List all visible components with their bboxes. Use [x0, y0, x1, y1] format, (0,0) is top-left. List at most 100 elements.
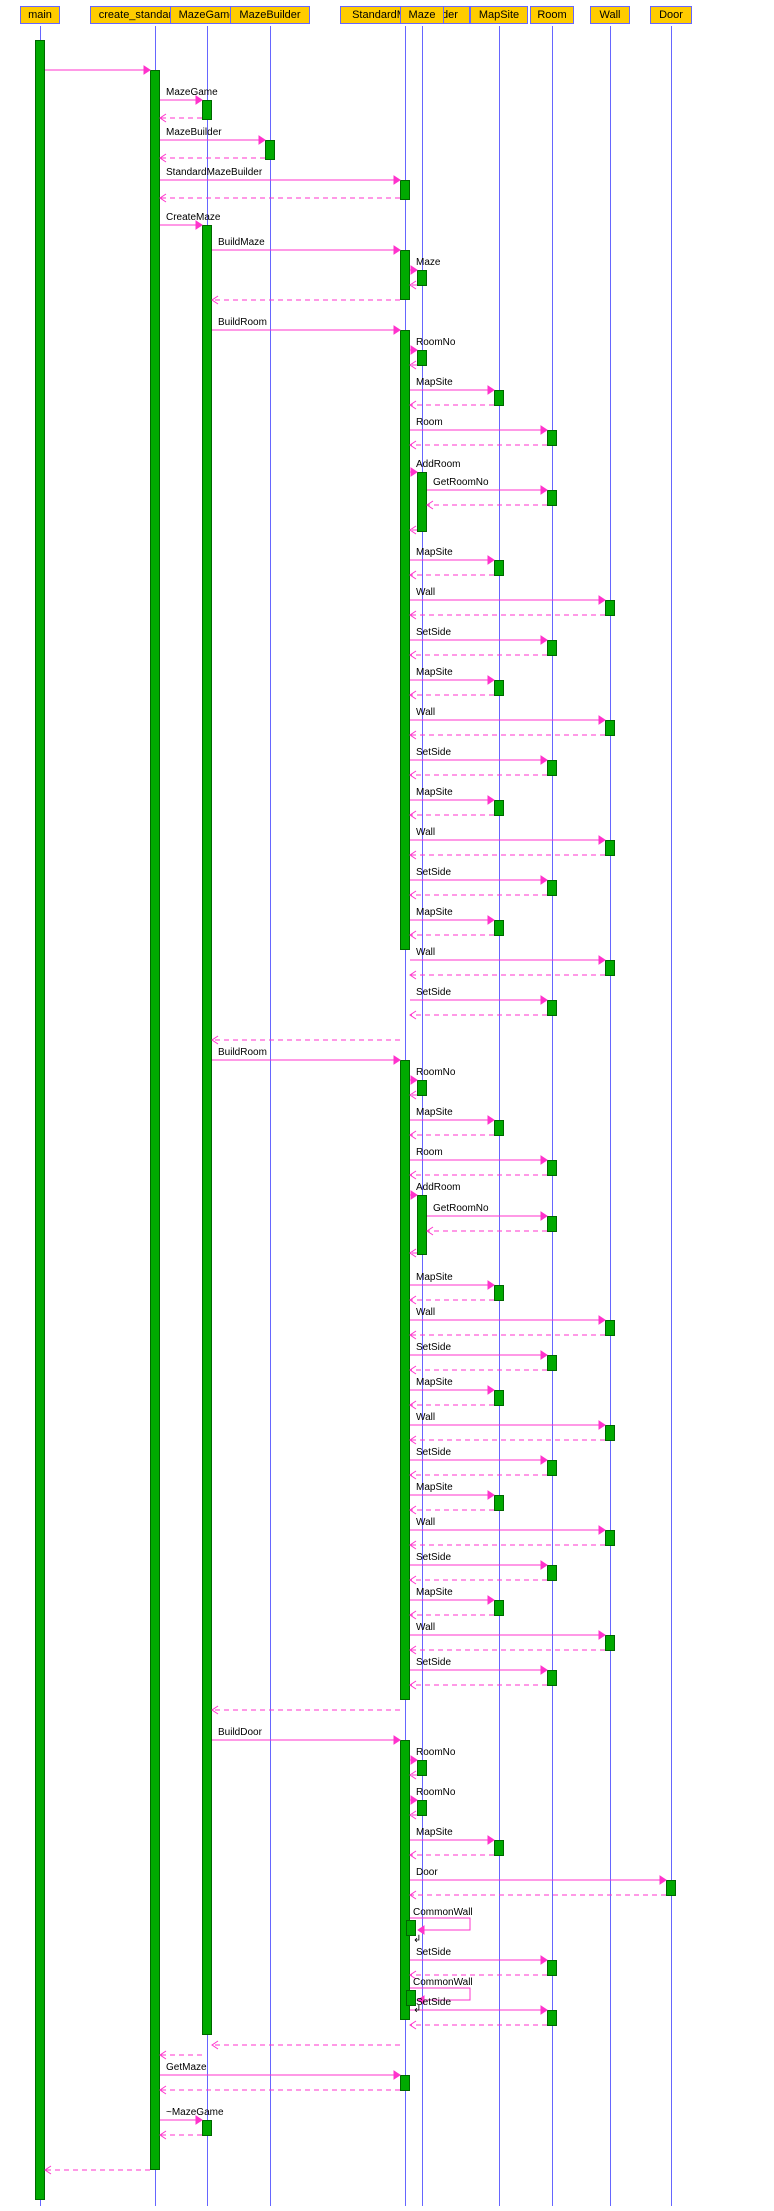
lifeline-head-maze: Maze — [400, 6, 444, 24]
message-label: GetMaze — [166, 2062, 207, 2073]
activation-smb — [400, 1740, 410, 2020]
activation-room — [547, 1960, 557, 1976]
activation-maze — [417, 1195, 427, 1255]
activation-maze — [417, 350, 427, 366]
message-label: AddRoom — [416, 1182, 460, 1193]
activation-ms — [494, 1285, 504, 1301]
message-label: CommonWall — [413, 1977, 473, 1988]
activation-room — [547, 1216, 557, 1232]
message-label: BuildMaze — [218, 237, 265, 248]
message-label: BuildRoom — [218, 317, 267, 328]
message-label: StandardMazeBuilder — [166, 167, 262, 178]
activation-room — [547, 1000, 557, 1016]
activation-mg — [202, 100, 212, 120]
activation-mb — [265, 140, 275, 160]
activation-maze — [417, 472, 427, 532]
activation-wall — [605, 720, 615, 736]
activation-wall — [605, 1320, 615, 1336]
message-label: SetSide — [416, 1947, 451, 1958]
message-label: SetSide — [416, 987, 451, 998]
message-label: CommonWall — [413, 1907, 473, 1918]
activation-wall — [605, 1425, 615, 1441]
message-label: Wall — [416, 707, 435, 718]
activation-mg — [202, 2120, 212, 2136]
activation-csm — [150, 70, 160, 2170]
message-label: Room — [416, 417, 443, 428]
activation-room — [547, 760, 557, 776]
message-label: MapSite — [416, 667, 453, 678]
activation-smb — [400, 250, 410, 300]
activation-door — [666, 1880, 676, 1896]
activation-room — [547, 1670, 557, 1686]
message-label: Wall — [416, 587, 435, 598]
message-label: Door — [416, 1867, 438, 1878]
message-label: SetSide — [416, 747, 451, 758]
lifeline-head-door: Door — [650, 6, 692, 24]
activation-room — [547, 490, 557, 506]
arrows-layer — [0, 0, 774, 2211]
lifeline-head-wall: Wall — [590, 6, 630, 24]
message-label: MapSite — [416, 377, 453, 388]
activation-maze — [417, 1800, 427, 1816]
message-label: AddRoom — [416, 459, 460, 470]
message-label: MapSite — [416, 1587, 453, 1598]
self-return-label: ↲ — [413, 1934, 421, 1945]
sequence-diagram: maincreate_standard_mazeMazeGameMazeBuil… — [0, 0, 774, 2211]
activation-room — [547, 1355, 557, 1371]
activation-room — [547, 430, 557, 446]
lifeline-line-wall — [610, 26, 611, 2206]
activation-smb — [400, 1060, 410, 1700]
message-label: SetSide — [416, 1552, 451, 1563]
activation-wall — [605, 1530, 615, 1546]
activation-ms — [494, 1495, 504, 1511]
lifeline-head-room: Room — [530, 6, 574, 24]
activation-room — [547, 1460, 557, 1476]
message-label: Wall — [416, 827, 435, 838]
message-label: RoomNo — [416, 1787, 455, 1798]
message-label: MapSite — [416, 1482, 453, 1493]
activation-ms — [494, 920, 504, 936]
activation-maze — [417, 1760, 427, 1776]
activation-ms — [494, 390, 504, 406]
message-label: MazeBuilder — [166, 127, 222, 138]
activation-wall — [605, 600, 615, 616]
message-label: SetSide — [416, 627, 451, 638]
activation-room — [547, 1160, 557, 1176]
lifeline-line-mb — [270, 26, 271, 2206]
message-label: MapSite — [416, 1377, 453, 1388]
activation-main — [35, 40, 45, 2200]
message-label: Wall — [416, 947, 435, 958]
activation-smb — [400, 330, 410, 950]
message-label: ~MazeGame — [166, 2107, 224, 2118]
message-label: SetSide — [416, 867, 451, 878]
lifeline-line-door — [671, 26, 672, 2206]
message-label: MapSite — [416, 1272, 453, 1283]
message-label: Wall — [416, 1517, 435, 1528]
message-label: GetRoomNo — [433, 1203, 489, 1214]
activation-ms — [494, 1840, 504, 1856]
activation-ms — [494, 1120, 504, 1136]
message-label: Room — [416, 1147, 443, 1158]
activation-ms — [494, 1600, 504, 1616]
lifeline-head-ms: MapSite — [470, 6, 528, 24]
activation-room — [547, 640, 557, 656]
message-label: RoomNo — [416, 1747, 455, 1758]
activation-room — [547, 880, 557, 896]
message-label: MapSite — [416, 1827, 453, 1838]
message-label: SetSide — [416, 1342, 451, 1353]
activation-ms — [494, 1390, 504, 1406]
message-label: SetSide — [416, 1447, 451, 1458]
message-label: CreateMaze — [166, 212, 220, 223]
activation-ms — [494, 680, 504, 696]
message-label: MapSite — [416, 787, 453, 798]
message-label: MapSite — [416, 1107, 453, 1118]
message-label: Wall — [416, 1412, 435, 1423]
message-label: Wall — [416, 1307, 435, 1318]
activation-smb — [400, 2075, 410, 2091]
message-label: SetSide — [416, 1997, 451, 2008]
message-label: MazeGame — [166, 87, 218, 98]
message-label: SetSide — [416, 1657, 451, 1668]
activation-ms — [494, 560, 504, 576]
message-label: MapSite — [416, 547, 453, 558]
activation-ms — [494, 800, 504, 816]
